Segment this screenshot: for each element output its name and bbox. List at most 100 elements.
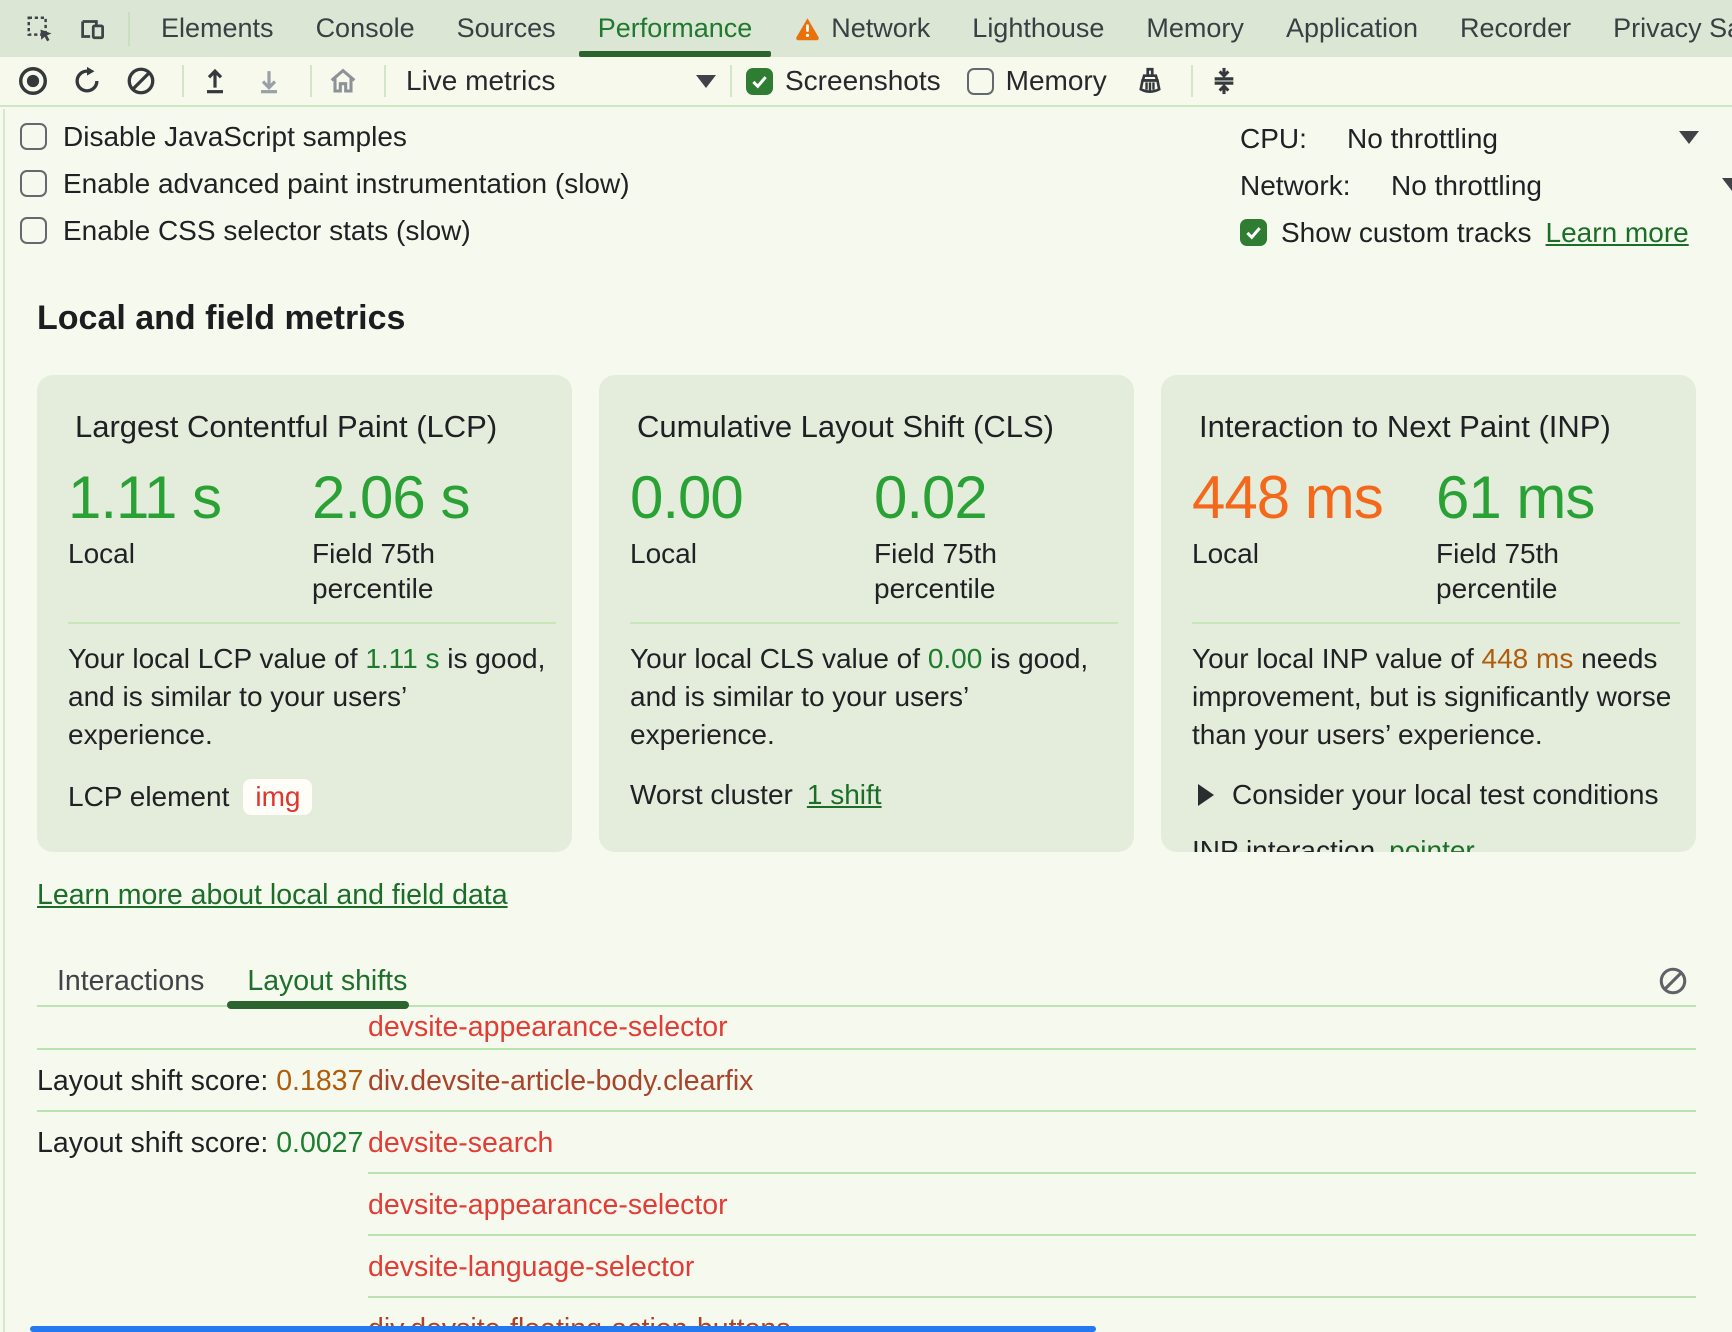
setting-label: Enable CSS selector stats (slow) [63,214,471,246]
node-link[interactable]: devsite-appearance-selector [368,1188,728,1221]
memory-label: Memory [1005,65,1107,96]
upload-profile-icon[interactable] [198,64,232,98]
home-icon[interactable] [326,64,360,98]
custom-tracks-learn-more-link[interactable]: Learn more [1545,216,1689,248]
tab-recorder[interactable]: Recorder [1439,0,1592,57]
node-link[interactable]: devsite-appearance-selector [368,1011,728,1043]
toolbar-divider [182,65,184,97]
tab-label: Memory [1146,13,1244,43]
node-link[interactable]: devsite-search [368,1126,554,1159]
tab-elements[interactable]: Elements [140,0,295,57]
metric-field-label: Field 75th percentile [874,538,997,604]
layout-shift-score: Layout shift score: 0.1837 [37,1064,364,1097]
setting-label: Disable JavaScript samples [63,120,407,152]
extra-label: LCP element [68,780,230,812]
tab-privacy-sandbox[interactable]: Privacy Sandbox [1592,0,1732,57]
cpu-throttling-row: CPU: No throttling [1240,117,1699,160]
metric-cards: Largest Contentful Paint (LCP) 1.11 s Loca… [37,375,1696,852]
metric-extra-row[interactable]: Consider your local test conditions [1192,779,1680,811]
local-field-metrics-heading: Local and field metrics [37,299,406,337]
checkbox-enable-advanced-paint-instrumentation-slow[interactable] [20,170,47,197]
tab-memory[interactable]: Memory [1125,0,1265,57]
lcp-element-node-chip[interactable]: img [243,778,313,815]
metric-extra-row: INP interaction pointer [1192,835,1680,852]
setting-enable-advanced-paint-instrumentation-slow: Enable advanced paint instrumentation (s… [20,160,630,207]
log-tab-layout-shifts[interactable]: Layout shifts [227,957,410,1009]
tab-performance[interactable]: Performance [577,0,774,57]
extra-link[interactable]: 1 shift [806,778,882,810]
card-divider [68,621,556,624]
learn-more-local-field-link[interactable]: Learn more about local and field data [37,879,508,911]
reload-icon[interactable] [70,64,104,98]
tab-label: Privacy Sandbox [1613,13,1732,43]
screenshots-label: Screenshots [785,65,941,96]
tab-network[interactable]: Network [773,0,951,57]
tab-application[interactable]: Application [1265,0,1439,57]
tab-console[interactable]: Console [295,0,436,57]
screenshots-checkbox[interactable]: Screenshots [746,65,941,97]
row-separator [37,1048,1696,1050]
metric-card-lcp: Largest Contentful Paint (LCP) 1.11 s Loca… [37,375,572,852]
network-throttling-select[interactable]: No throttling [1391,169,1542,201]
devtools-tab-bar: Elements Console Sources Performance Network… [0,0,1732,57]
cpu-throttling-select[interactable]: No throttling [1347,122,1498,154]
metric-field-value: 2.06 s [312,464,470,531]
show-custom-tracks-checkbox[interactable] [1240,219,1267,246]
card-divider [1192,621,1680,624]
tabbar-divider [128,11,130,46]
tab-lighthouse[interactable]: Lighthouse [951,0,1125,57]
setting-disable-javascript-samples: Disable JavaScript samples [20,113,630,160]
toolbar-divider [384,65,386,97]
checkbox-disable-javascript-samples[interactable] [20,123,47,150]
extra-link[interactable]: pointer [1389,834,1475,852]
metric-card-title: Largest Contentful Paint (LCP) [75,409,498,444]
metric-field-label: Field 75th percentile [312,538,435,604]
download-profile-icon[interactable] [252,64,286,98]
tab-strip: Elements Console Sources Performance Network… [140,0,1732,57]
tab-label: Network [831,13,931,43]
metric-card-title: Cumulative Layout Shift (CLS) [637,409,1054,444]
row-separator [368,1296,1696,1298]
tab-label: Application [1285,13,1419,43]
metric-card-cls: Cumulative Layout Shift (CLS) 0.00 Local 0.… [599,375,1134,852]
setting-enable-css-selector-stats-slow: Enable CSS selector stats (slow) [20,207,630,254]
row-separator [368,1234,1696,1236]
settings-checkbox-list: Disable JavaScript samples Enable advance… [20,113,630,254]
metric-card-title: Interaction to Next Paint (INP) [1199,409,1611,444]
metric-field: 0.02 Field 75th percentile [874,466,1118,606]
dropdown-arrow-icon [1679,131,1699,144]
metric-values: 1.11 s Local 2.06 s Field 75th percentile [68,464,556,606]
checkbox-enable-css-selector-stats-slow[interactable] [20,217,47,244]
layout-shift-row: devsite-appearance-selector [37,1174,1696,1236]
tab-sources[interactable]: Sources [436,0,577,57]
live-metrics-select[interactable]: Live metrics [406,65,716,97]
memory-checkbox[interactable]: Memory [966,65,1107,97]
record-icon[interactable] [16,64,50,98]
tab-label: Sources [456,13,556,43]
log-tab-interactions[interactable]: Interactions [57,964,205,997]
dropdown-arrow-icon [1722,178,1732,191]
row-separator [37,1110,1696,1112]
toolbar-divider [730,65,732,97]
network-throttling-row: Network: No throttling [1240,164,1732,207]
dropdown-arrow-icon [696,74,716,88]
collapse-shortcuts-icon[interactable] [1207,64,1241,98]
node-link[interactable]: devsite-language-selector [368,1250,695,1283]
checkbox-unchecked-icon [966,67,994,95]
tab-label: Elements [161,13,274,43]
toolbar-divider [1190,65,1193,97]
tab-label: Performance [597,13,753,43]
checkbox-checked-icon [746,67,773,95]
inspect-element-icon[interactable] [22,11,58,47]
collect-garbage-icon[interactable] [1133,64,1167,98]
warning-icon [794,16,821,41]
metric-local-label: Local [630,538,697,570]
layout-shift-row: Layout shift score: 0.0027 devsite-search [37,1112,1696,1174]
node-link[interactable]: div.devsite-article-body.clearfix [368,1064,754,1097]
device-toolbar-icon[interactable] [74,11,110,47]
tab-label: Recorder [1460,13,1572,43]
clear-log-icon[interactable] [1656,964,1690,998]
clear-icon[interactable] [124,64,158,98]
horizontal-scrollbar[interactable] [30,1326,1096,1332]
setting-label: Enable advanced paint instrumentation (s… [63,167,630,199]
